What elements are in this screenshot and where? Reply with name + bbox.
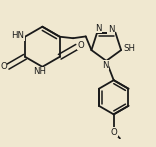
- Text: N: N: [102, 61, 108, 70]
- Text: NH: NH: [33, 67, 46, 76]
- Text: O: O: [110, 128, 117, 137]
- Text: O: O: [0, 62, 7, 71]
- Text: N: N: [108, 25, 114, 34]
- Text: O: O: [78, 41, 85, 50]
- Text: HN: HN: [11, 31, 24, 40]
- Text: N: N: [95, 24, 102, 33]
- Text: SH: SH: [123, 44, 135, 53]
